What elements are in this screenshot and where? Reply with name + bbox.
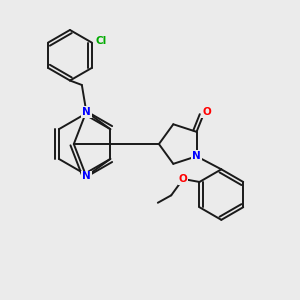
Text: N: N (82, 107, 91, 117)
Text: N: N (192, 151, 201, 161)
Text: N: N (82, 171, 91, 182)
Text: O: O (179, 174, 188, 184)
Text: Cl: Cl (95, 36, 106, 46)
Text: O: O (202, 107, 211, 117)
